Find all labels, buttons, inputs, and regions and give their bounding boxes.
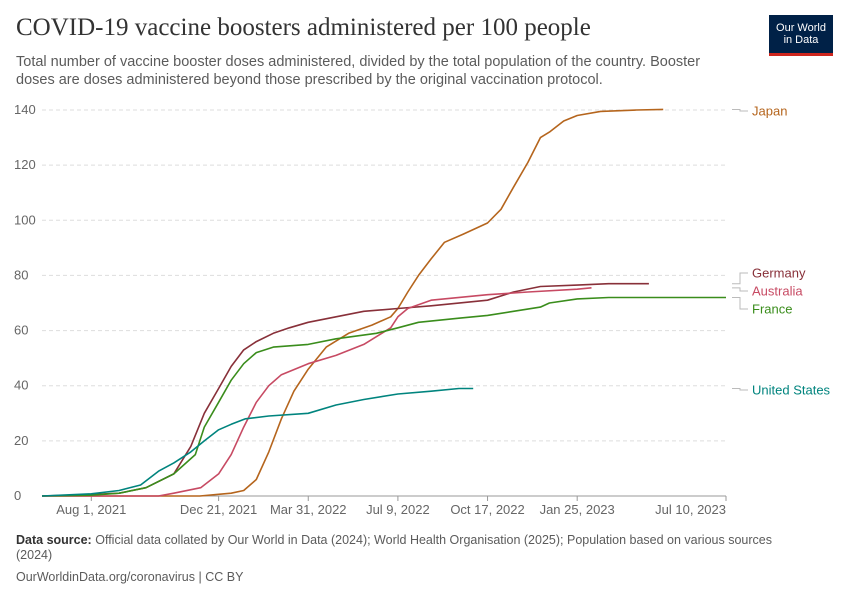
y-tick-label: 0 bbox=[14, 488, 21, 503]
label-connector bbox=[732, 272, 748, 285]
label-connector bbox=[732, 387, 748, 391]
y-tick-label: 60 bbox=[14, 323, 28, 338]
series-line-united-states[interactable] bbox=[41, 387, 474, 497]
gridlines bbox=[42, 109, 726, 442]
chart-title: COVID-19 vaccine boosters administered p… bbox=[16, 14, 591, 41]
source-link[interactable]: OurWorldinData.org/coronavirus bbox=[16, 570, 196, 584]
y-tick-label: 20 bbox=[14, 433, 28, 448]
series-label[interactable]: France bbox=[752, 302, 792, 317]
series-label[interactable]: Germany bbox=[752, 266, 806, 281]
y-tick-label: 100 bbox=[14, 212, 36, 227]
x-tick-label: Jul 10, 2023 bbox=[655, 502, 726, 517]
logo-line-2: in Data bbox=[783, 34, 819, 46]
series-label[interactable]: Japan bbox=[752, 104, 787, 119]
series-line-france[interactable] bbox=[41, 296, 726, 497]
x-tick-label: Oct 17, 2022 bbox=[450, 502, 524, 517]
logo-line-1: Our World bbox=[776, 22, 826, 34]
chart-subtitle: Total number of vaccine booster doses ad… bbox=[16, 54, 701, 88]
series-lines bbox=[41, 108, 726, 497]
owid-logo[interactable]: Our World in Data bbox=[769, 15, 833, 56]
line-chart: 0 20 40 60 80 100 120 140 Aug 1, 2021 Dec 21, 20… bbox=[14, 102, 831, 517]
x-axis: Aug 1, 2021 Dec 21, 2021 Mar 31, 2022 Jul 9… bbox=[42, 495, 727, 517]
series-label[interactable]: Australia bbox=[752, 284, 803, 299]
x-tick-label: Jan 25, 2023 bbox=[540, 502, 615, 517]
data-source-label: Data source: bbox=[16, 533, 92, 547]
data-source: Data source: Official data collated by O… bbox=[16, 533, 806, 563]
x-tick-label: Mar 31, 2022 bbox=[270, 502, 347, 517]
y-tick-label: 40 bbox=[14, 378, 28, 393]
label-connector bbox=[732, 296, 748, 310]
footer-credit: OurWorldinData.org/coronavirus | CC BY bbox=[16, 570, 244, 584]
series-line-germany[interactable] bbox=[41, 282, 649, 497]
y-tick-label: 140 bbox=[14, 102, 36, 117]
y-tick-label: 80 bbox=[14, 267, 28, 282]
series-labels: Japan Germany Australia France United States bbox=[732, 104, 831, 398]
x-tick-label: Dec 21, 2021 bbox=[180, 502, 257, 517]
x-tick-label: Aug 1, 2021 bbox=[56, 502, 126, 517]
data-source-text: Official data collated by Our World in D… bbox=[16, 533, 772, 562]
y-tick-label: 120 bbox=[14, 157, 36, 172]
series-line-japan[interactable] bbox=[42, 108, 664, 497]
series-label[interactable]: United States bbox=[752, 383, 831, 398]
series-line-australia[interactable] bbox=[42, 287, 592, 497]
x-tick-label: Jul 9, 2022 bbox=[366, 502, 430, 517]
y-axis-ticks: 0 20 40 60 80 100 120 140 bbox=[14, 102, 36, 503]
label-connector bbox=[732, 287, 748, 292]
license-text: CC BY bbox=[205, 570, 244, 584]
label-connector bbox=[732, 108, 748, 112]
